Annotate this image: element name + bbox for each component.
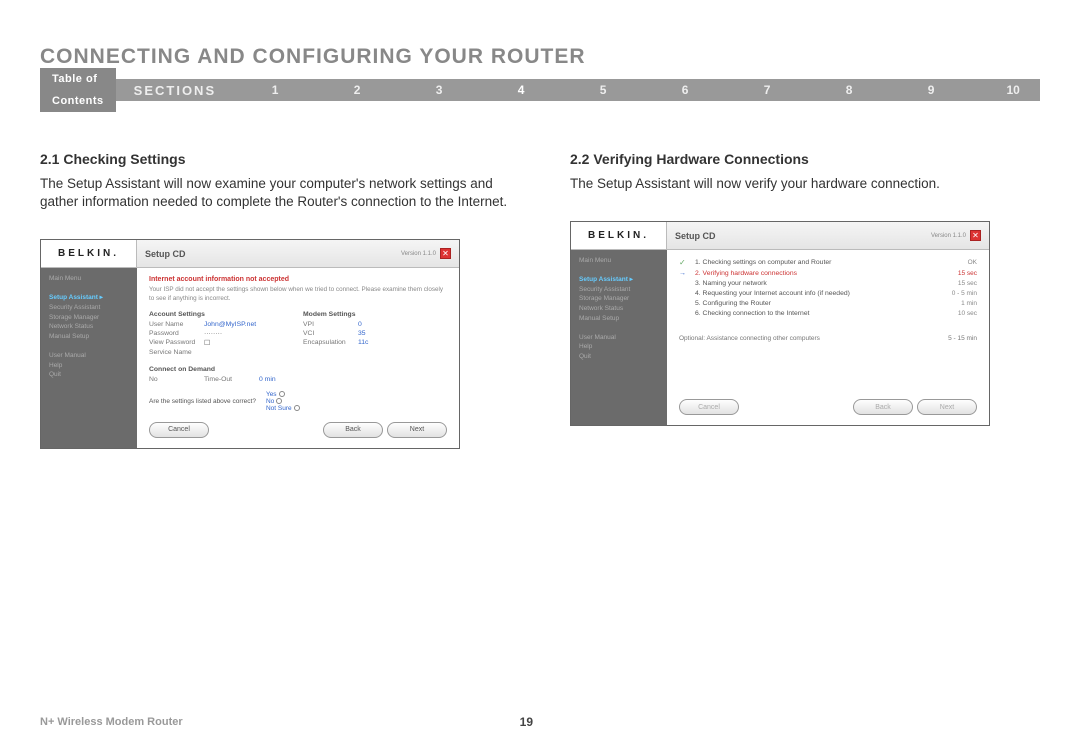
setup-step: ✓1. Checking settings on computer and Ro… [679,258,977,267]
field-value: John@MyISP.net [204,321,256,328]
section-heading-right: 2.2 Verifying Hardware Connections [570,151,1040,167]
survey-option[interactable]: Yes [266,391,300,398]
nav-section-1[interactable]: 1 [234,83,316,97]
section-text-left: The Setup Assistant will now examine you… [40,175,510,211]
setup-step: 4. Requesting your Internet account info… [679,290,977,297]
menu-item[interactable]: Storage Manager [579,294,659,304]
setup-step: 5. Configuring the Router1 min [679,300,977,307]
survey-option[interactable]: Not Sure [266,405,300,412]
app-title: Setup CD [675,231,716,241]
screenshot-verifying-hardware: BELKIN. Setup CD Version 1.1.0 ✕ Main Me… [570,221,990,426]
section-text-right: The Setup Assistant will now verify your… [570,175,1040,193]
menu-item[interactable]: Network Status [49,322,129,332]
brand-logo: BELKIN. [571,222,667,249]
menu-item[interactable]: Manual Setup [49,332,129,342]
survey-option[interactable]: No [266,398,300,405]
field-value: 35 [358,330,366,337]
menu-item[interactable]: Setup Assistant ▸ [579,275,659,285]
brand-logo: BELKIN. [41,240,137,267]
nav-section-2[interactable]: 2 [316,83,398,97]
side-menu: Main Menu Setup Assistant ▸Security Assis… [41,268,137,447]
close-icon[interactable]: ✕ [440,248,451,259]
nav-section-6[interactable]: 6 [644,83,726,97]
field-value: 11c [358,339,368,346]
left-column: 2.1 Checking Settings The Setup Assistan… [40,151,510,449]
nav-sections-label: SECTIONS [116,83,234,98]
section-heading-left: 2.1 Checking Settings [40,151,510,167]
nav-section-10[interactable]: 10 [972,83,1054,97]
close-icon[interactable]: ✕ [970,230,981,241]
field-label: View Password [149,339,204,347]
field-label: Encapsulation [303,339,358,346]
back-button[interactable]: Back [323,422,383,438]
next-button[interactable]: Next [387,422,447,438]
menu-item[interactable]: Manual Setup [579,314,659,324]
setup-step: 6. Checking connection to the Internet10… [679,310,977,317]
app-title: Setup CD [145,249,186,259]
error-title: Internet account information not accepte… [149,276,447,283]
next-button[interactable]: Next [917,399,977,415]
nav-section-4[interactable]: 4 [480,83,562,97]
nav-section-5[interactable]: 5 [562,83,644,97]
account-settings-label: Account Settings [149,311,293,318]
menu-item[interactable]: Quit [49,370,129,380]
cancel-button[interactable]: Cancel [149,422,209,438]
optional-step-val: 5 - 15 min [948,335,977,342]
nav-section-7[interactable]: 7 [726,83,808,97]
field-label: Service Name [149,349,204,356]
side-menu: Main Menu Setup Assistant ▸Security Assis… [571,250,667,425]
cod-timeout-key: Time-Out [204,376,259,383]
field-label: Password [149,330,204,337]
survey-question: Are the settings listed above correct? [149,398,256,405]
version-label: Version 1.1.0 [401,251,436,257]
nav-section-8[interactable]: 8 [808,83,890,97]
menu-item[interactable]: Security Assistant [579,285,659,295]
menu-item[interactable]: Quit [579,352,659,362]
menu-item[interactable]: Setup Assistant ▸ [49,293,129,303]
screenshot-checking-settings: BELKIN. Setup CD Version 1.1.0 ✕ Main Me… [40,239,460,448]
page-number: 19 [520,715,533,729]
cancel-button[interactable]: Cancel [679,399,739,415]
nav-toc[interactable]: Table of Contents [40,68,116,112]
field-value: ········ [204,330,222,337]
field-label: VPI [303,321,358,328]
menu-item[interactable]: Security Assistant [49,303,129,313]
menu-item[interactable]: Network Status [579,304,659,314]
cod-label: Connect on Demand [149,366,447,373]
field-label: User Name [149,321,204,328]
right-column: 2.2 Verifying Hardware Connections The S… [570,151,1040,449]
menu-item[interactable]: Help [579,342,659,352]
menu-item[interactable]: User Manual [49,351,129,361]
nav-section-3[interactable]: 3 [398,83,480,97]
section-nav: Table of Contents SECTIONS 12345678910 [40,79,1040,101]
menu-item[interactable]: Storage Manager [49,313,129,323]
menu-item[interactable]: User Manual [579,333,659,343]
setup-step: 3. Naming your network15 sec [679,280,977,287]
field-value: 0 [358,321,362,328]
error-hint: Your ISP did not accept the settings sho… [149,286,447,302]
menu-item[interactable]: Help [49,361,129,371]
modem-settings-label: Modem Settings [303,311,447,318]
nav-section-9[interactable]: 9 [890,83,972,97]
cod-timeout-val: 0 min [259,376,276,383]
field-value: ☐ [204,339,210,347]
optional-step-label: Optional: Assistance connecting other co… [679,335,820,342]
cod-no-label: No [149,376,204,383]
setup-step: →2. Verifying hardware connections15 sec [679,270,977,277]
page-title: CONNECTING AND CONFIGURING YOUR ROUTER [40,45,1040,69]
back-button[interactable]: Back [853,399,913,415]
menu-item[interactable]: Main Menu [579,256,659,266]
field-label: VCI [303,330,358,337]
menu-item[interactable]: Main Menu [49,274,129,284]
version-label: Version 1.1.0 [931,233,966,239]
footer-product: N+ Wireless Modem Router [40,716,183,728]
